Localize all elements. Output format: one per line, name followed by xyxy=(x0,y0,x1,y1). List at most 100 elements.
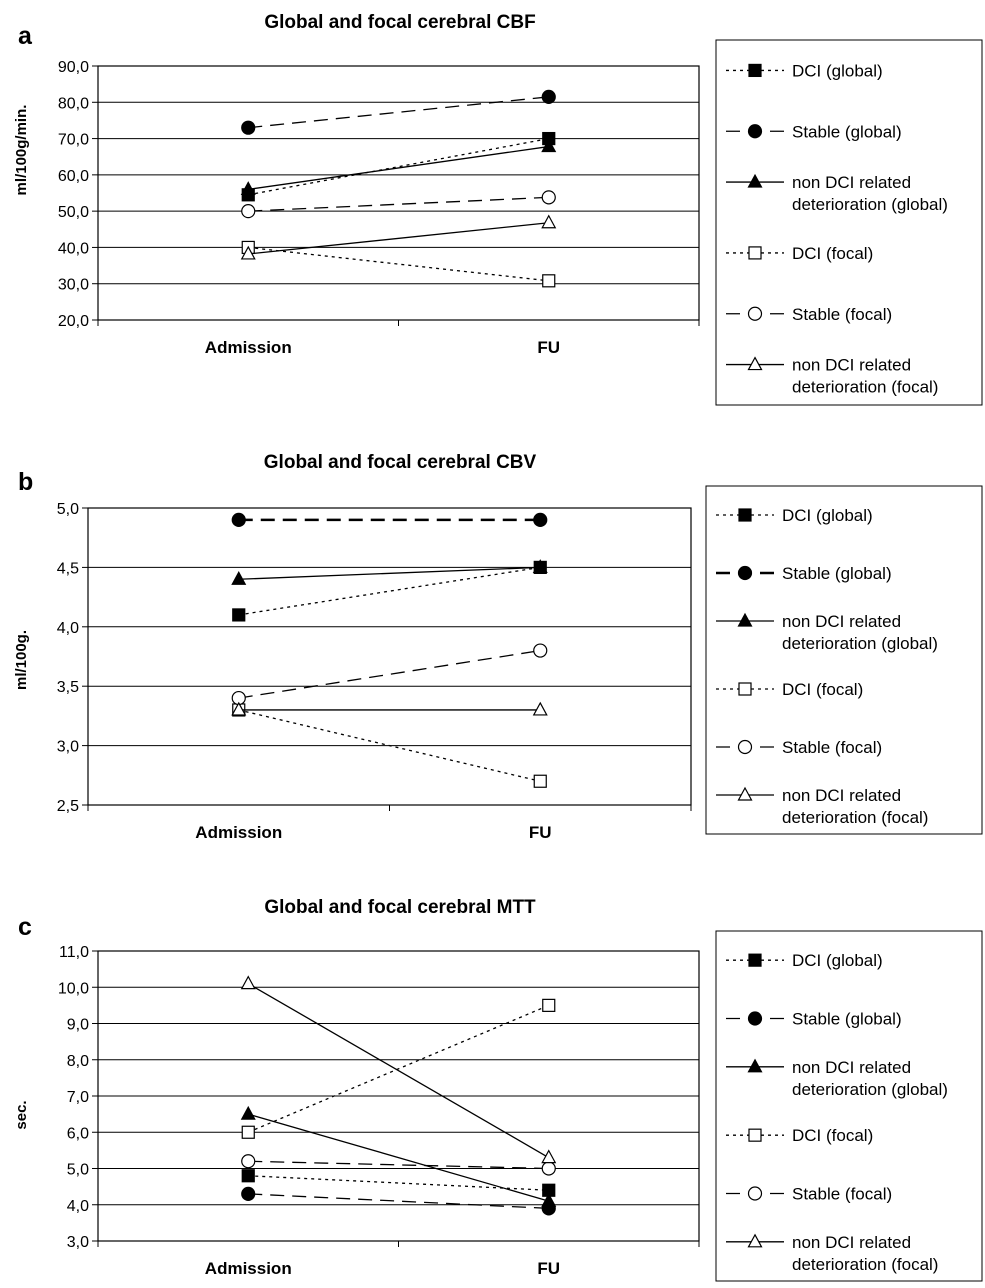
data-point xyxy=(232,608,246,622)
legend-item: Stable (focal) xyxy=(716,738,882,757)
data-point xyxy=(231,701,247,716)
legend-marker xyxy=(748,1128,762,1142)
legend-marker xyxy=(737,739,753,755)
plot-area: 2,5 3,0 3,5 4,0 4,5 5,0 Admission FU xyxy=(57,501,692,842)
x-tick-label: Admission xyxy=(205,1259,292,1278)
legend-marker xyxy=(747,306,763,321)
y-tick-label: 4,0 xyxy=(57,620,79,637)
series-1 xyxy=(241,89,556,135)
data-point xyxy=(541,138,557,153)
data-point xyxy=(541,89,556,104)
series-line xyxy=(238,566,541,616)
y-tick-label: 2,5 xyxy=(57,798,79,815)
legend-marker xyxy=(738,682,752,696)
panel-label: c xyxy=(18,913,32,941)
series-3 xyxy=(241,998,556,1139)
legend: DCI (global) Stable (global) non DCI relat… xyxy=(705,485,983,835)
legend-item: non DCI related deterioration (global) xyxy=(726,173,948,214)
y-tick-label: 10,0 xyxy=(58,980,89,997)
legend-item: Stable (global) xyxy=(726,1010,902,1029)
x-tick-label: FU xyxy=(537,1259,560,1278)
legend-label: DCI (focal) xyxy=(792,244,873,263)
series-line xyxy=(238,709,541,782)
legend-item: DCI (focal) xyxy=(726,244,873,263)
legend-item: DCI (focal) xyxy=(716,680,863,699)
y-tick-label: 3,5 xyxy=(57,679,79,696)
plot-frame xyxy=(97,65,700,321)
data-point xyxy=(541,214,557,229)
y-tick-label: 80,0 xyxy=(58,95,89,112)
series-line xyxy=(238,649,541,699)
data-point xyxy=(541,1192,557,1207)
legend-label: DCI (focal) xyxy=(792,1126,873,1145)
legend-marker xyxy=(748,63,762,78)
data-point xyxy=(240,1105,256,1120)
y-tick-label: 3,0 xyxy=(67,1234,89,1251)
y-tick-label: 30,0 xyxy=(58,277,89,294)
legend-item: Stable (focal) xyxy=(726,305,892,324)
data-point xyxy=(533,774,547,788)
series-line xyxy=(248,137,549,196)
series-line xyxy=(247,1004,550,1133)
legend-label: Stable (focal) xyxy=(792,1185,892,1204)
y-tick-label: 50,0 xyxy=(58,204,89,221)
legend-item: non DCI related deterioration (focal) xyxy=(726,1233,938,1274)
legend-label: non DCI related deterioration (global) xyxy=(782,612,938,653)
y-tick-label: 5,0 xyxy=(57,501,79,518)
legend-box xyxy=(705,485,983,835)
series-line xyxy=(248,246,549,282)
series-line xyxy=(248,1175,549,1191)
legend-label: Stable (global) xyxy=(782,564,892,583)
y-tick-label: 6,0 xyxy=(67,1125,89,1142)
legend-item: DCI (global) xyxy=(716,506,873,525)
legend-label: Stable (global) xyxy=(792,1010,902,1029)
legend-label: Stable (focal) xyxy=(792,305,892,324)
legend-item: Stable (global) xyxy=(726,122,902,141)
series-5 xyxy=(240,975,557,1164)
chart-panel-cbv: b Global and focal cerebral CBV ml/100g.… xyxy=(13,452,983,842)
legend-label: non DCI related deterioration (focal) xyxy=(792,356,938,397)
y-axis-label: ml/100g/min. xyxy=(13,105,30,196)
data-point xyxy=(231,571,247,585)
legend-item: non DCI related deterioration (global) xyxy=(726,1058,948,1099)
data-point xyxy=(241,1186,256,1201)
chart-panel-mtt: c Global and focal cerebral MTT sec. 3,0… xyxy=(13,897,983,1282)
series-line xyxy=(248,1113,549,1202)
legend-label: non DCI related deterioration (focal) xyxy=(782,786,928,827)
legend-label: DCI (global) xyxy=(782,506,873,525)
plot-frame xyxy=(87,507,692,806)
y-tick-label: 20,0 xyxy=(58,313,89,330)
data-point xyxy=(541,190,556,205)
y-tick-label: 4,0 xyxy=(67,1198,89,1215)
chart-title: Global and focal cerebral CBF xyxy=(264,12,535,33)
legend-marker xyxy=(737,786,753,801)
legend-item: non DCI related deterioration (global) xyxy=(716,612,938,653)
y-axis-label: ml/100g. xyxy=(13,630,30,690)
data-point xyxy=(533,643,548,658)
y-tick-label: 8,0 xyxy=(67,1053,89,1070)
chart-title: Global and focal cerebral CBV xyxy=(264,452,537,473)
legend-marker xyxy=(747,1233,763,1248)
series-line xyxy=(238,566,541,580)
series-2 xyxy=(240,1105,557,1207)
series-1 xyxy=(231,512,548,527)
legend-marker xyxy=(748,246,762,260)
y-tick-label: 4,5 xyxy=(57,560,79,577)
series-2 xyxy=(240,138,557,195)
y-axis-label: sec. xyxy=(13,1100,30,1129)
legend-item: DCI (focal) xyxy=(726,1126,873,1145)
legend-marker xyxy=(737,612,753,627)
y-tick-label: 5,0 xyxy=(67,1162,89,1179)
data-point xyxy=(241,204,256,219)
legend-marker xyxy=(747,173,763,188)
legend-marker xyxy=(748,953,762,967)
data-point xyxy=(240,245,256,260)
x-tick-label: FU xyxy=(529,823,552,842)
plot-area: 3,0 4,0 5,0 6,0 7,0 8,0 9,0 10,0 11,0 Admission FU xyxy=(58,944,700,1278)
data-point xyxy=(241,120,256,135)
series-line xyxy=(247,983,550,1159)
series-3 xyxy=(241,240,556,288)
plot-area: 20,0 30,0 40,0 50,0 60,0 70,0 80,0 90,0 Admissio… xyxy=(58,59,700,357)
x-tick-label: Admission xyxy=(205,338,292,357)
